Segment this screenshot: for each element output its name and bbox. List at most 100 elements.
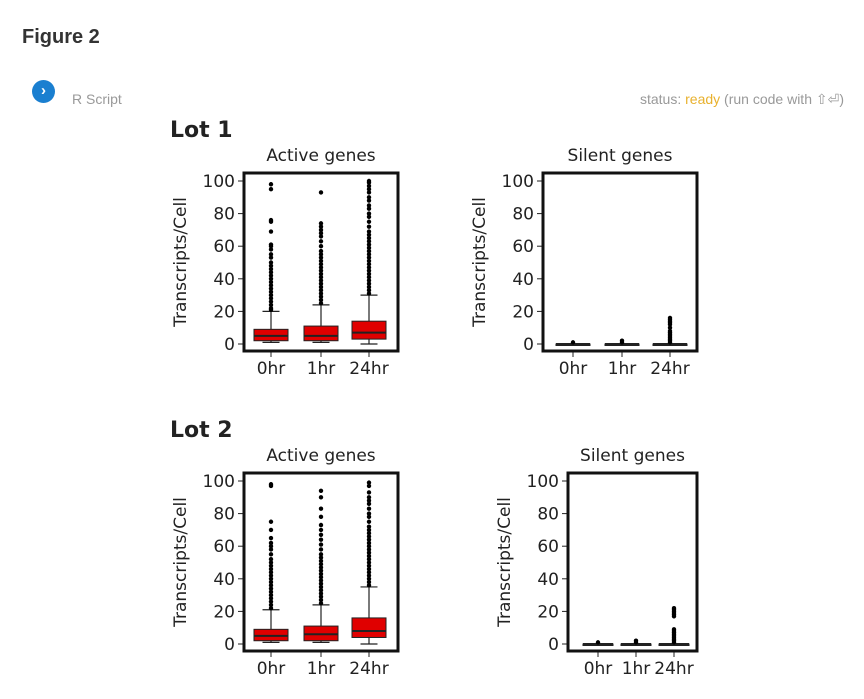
outlier-point [366, 288, 372, 293]
outlier-point [570, 340, 576, 345]
outlier-point [366, 547, 372, 552]
outlier-point [318, 547, 324, 552]
outlier-point [366, 278, 372, 283]
y-tick-label: 100 [527, 472, 559, 492]
outlier-point [366, 560, 372, 565]
outlier-point [318, 281, 324, 286]
status-suffix: (run code with ⇧⏎) [724, 91, 844, 107]
outlier-point [268, 299, 274, 304]
outlier-point [366, 232, 372, 237]
outlier-point [318, 527, 324, 533]
outlier-point [268, 242, 274, 247]
outlier-point [318, 488, 324, 493]
outlier-point [268, 252, 274, 257]
outlier-point [318, 227, 324, 233]
outlier-point [366, 524, 372, 529]
y-axis-label: Transcripts/Cell [495, 497, 515, 628]
box [351, 617, 387, 638]
outlier-point [318, 190, 324, 195]
y-tick-label: 40 [512, 270, 534, 290]
plot-frame [566, 471, 699, 653]
outlier-point [318, 258, 324, 264]
chevron-right-icon: › [41, 82, 46, 99]
outlier-point [268, 296, 274, 301]
panel-title: Silent genes [580, 446, 685, 466]
outlier-point [268, 260, 274, 265]
outlier-point [366, 214, 372, 220]
outlier-point [268, 519, 274, 524]
outlier-point [268, 276, 274, 281]
outlier-point [318, 291, 324, 296]
outlier-point [366, 498, 372, 503]
outlier-point [366, 530, 372, 536]
y-tick-label: 80 [213, 505, 235, 525]
outlier-point [268, 482, 274, 487]
outlier-point [366, 183, 372, 189]
outlier-point [366, 480, 372, 485]
outlier-point [318, 230, 324, 236]
outlier-point [268, 563, 274, 568]
outlier-point [268, 535, 274, 541]
outlier-point [318, 294, 324, 299]
run-script-button[interactable]: › [32, 80, 55, 103]
x-tick-label: 24hr [349, 659, 388, 679]
outlier-point [366, 511, 372, 516]
outlier-point [268, 552, 274, 557]
outlier-point [268, 586, 274, 591]
outlier-point [318, 532, 324, 537]
outlier-point [366, 195, 372, 200]
y-tick-label: 40 [213, 270, 235, 290]
outlier-point [268, 217, 274, 223]
y-tick-label: 80 [537, 505, 559, 525]
outlier-point [318, 244, 324, 249]
outlier-point [366, 534, 372, 539]
outlier-point [366, 540, 372, 546]
outlier-point [268, 283, 274, 288]
x-tick-label: 1hr [622, 659, 651, 679]
y-tick-label: 20 [213, 602, 235, 622]
outlier-point [318, 542, 324, 547]
outlier-point [318, 252, 324, 257]
outlier-point [318, 584, 324, 590]
outlier-point [268, 596, 274, 601]
y-tick-label: 0 [548, 635, 559, 655]
y-tick-label: 80 [213, 205, 235, 225]
outlier-point [366, 483, 372, 489]
panel-title: Silent genes [568, 146, 673, 166]
outlier-point [366, 265, 372, 270]
x-tick-label: 0hr [257, 659, 286, 679]
outlier-point [318, 261, 324, 267]
outlier-point [268, 592, 274, 598]
outlier-point [366, 537, 372, 542]
outlier-point [366, 495, 372, 500]
outlier-point [366, 579, 372, 585]
outlier-point [667, 328, 673, 334]
outlier-point [268, 566, 274, 572]
y-tick-label: 40 [213, 570, 235, 590]
outlier-point [366, 229, 372, 234]
outlier-point [366, 248, 372, 254]
outlier-point [366, 271, 372, 277]
figure-title: Figure 2 [22, 26, 100, 48]
outlier-point [318, 571, 324, 577]
outlier-point [268, 605, 274, 611]
outlier-point [366, 186, 372, 192]
outlier-point [318, 555, 324, 560]
y-tick-label: 0 [523, 335, 534, 355]
outlier-point [366, 274, 372, 280]
outlier-point [366, 190, 372, 195]
y-tick-label: 0 [224, 335, 235, 355]
y-tick-label: 20 [213, 302, 235, 322]
panel-title: Active genes [266, 146, 375, 166]
outlier-point [366, 583, 372, 588]
outlier-point [318, 271, 324, 277]
group-title-lot-1: Lot 1 [170, 118, 233, 143]
outlier-point [366, 563, 372, 568]
outlier-point [268, 583, 274, 588]
y-tick-label: 60 [512, 237, 534, 257]
y-tick-label: 100 [203, 172, 235, 192]
outlier-point [268, 573, 274, 578]
outlier-point [318, 221, 324, 226]
y-tick-label: 100 [502, 172, 534, 192]
x-tick-label: 1hr [608, 359, 637, 379]
